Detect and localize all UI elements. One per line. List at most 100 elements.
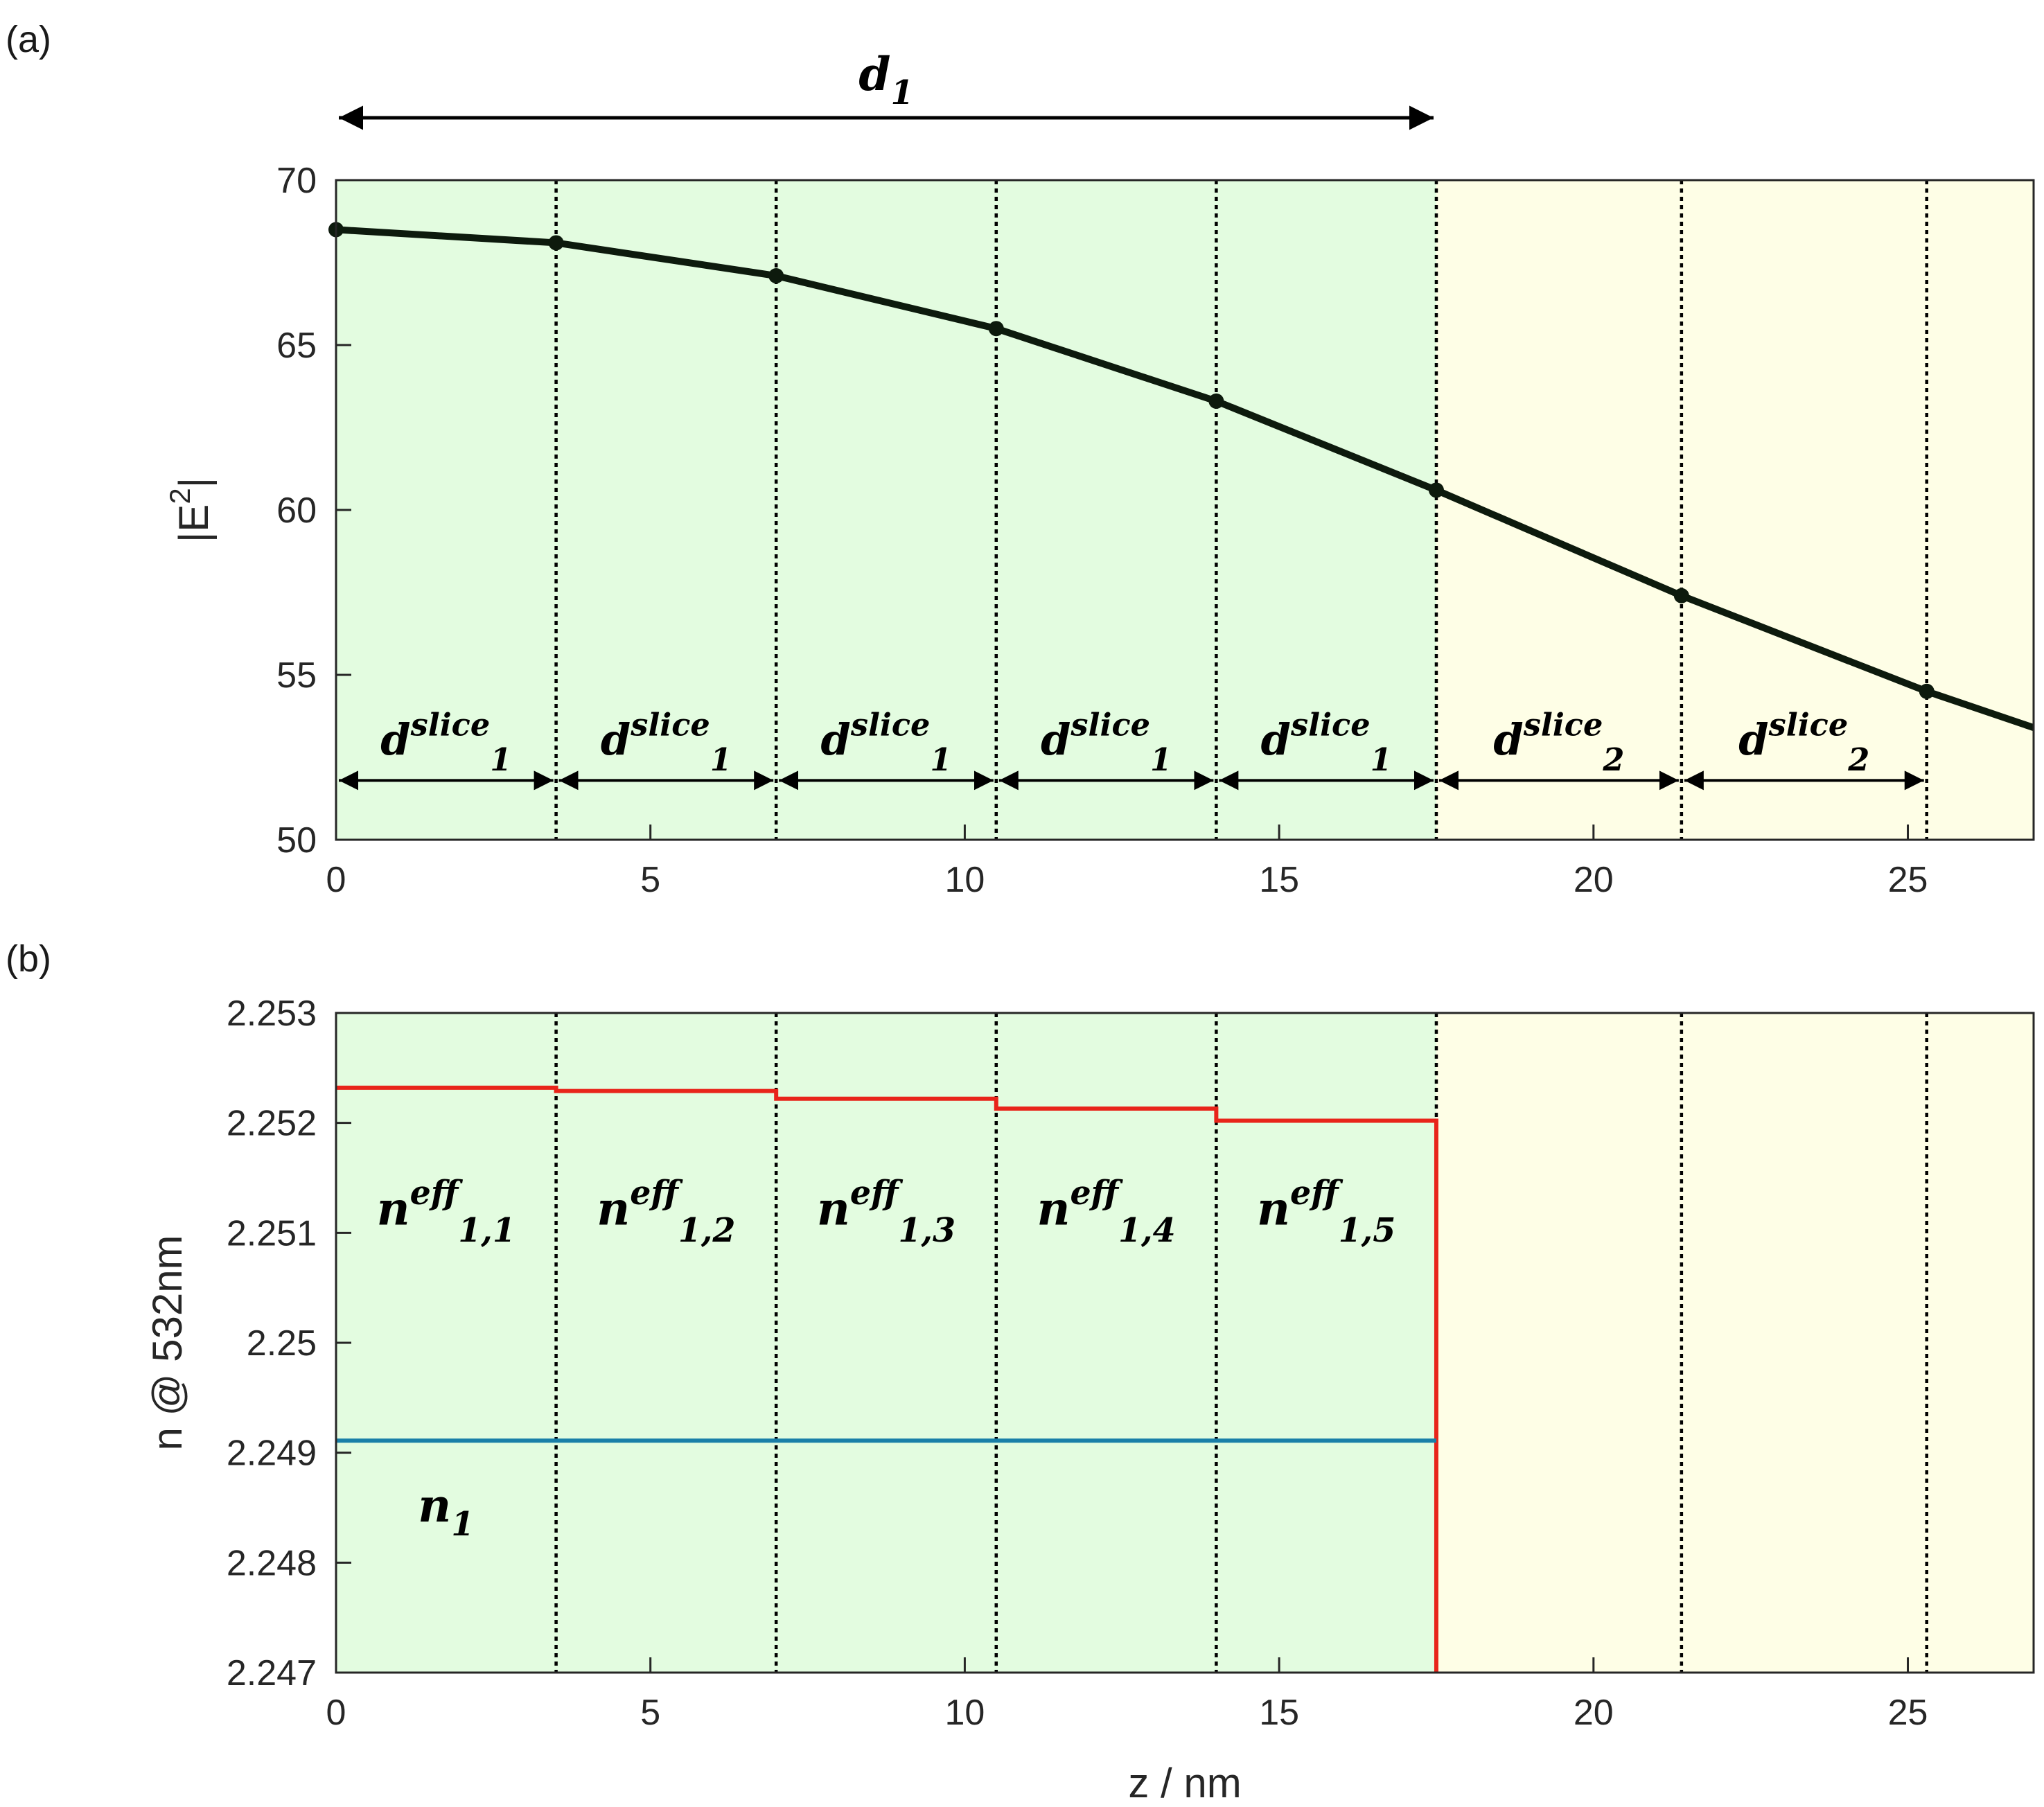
x-tick-label: 15 — [1259, 1693, 1299, 1733]
x-tick-label: 15 — [1259, 860, 1299, 900]
y-tick-label: 55 — [276, 655, 317, 696]
slice-label-4-sub: 1 — [1371, 741, 1392, 778]
slice-label-1-sup: slice — [630, 706, 710, 743]
neff-label-0-base: n — [377, 1182, 410, 1236]
neff-label-3-base: n — [1037, 1182, 1070, 1236]
slice-label-4-sup: slice — [1290, 706, 1371, 743]
y-axis-label: |E2| — [164, 477, 217, 543]
x-tick-label: 5 — [640, 860, 660, 900]
n1-label: n1 — [418, 1479, 474, 1544]
slice-label-5-sub: 2 — [1602, 741, 1624, 778]
x-tick-label: 20 — [1574, 1693, 1614, 1733]
slice-label-0-sub: 1 — [490, 741, 511, 778]
neff-label-3-sup: eff — [1070, 1174, 1123, 1213]
slice-label-4-base: d — [1261, 714, 1291, 765]
neff-label-2-base: n — [817, 1182, 850, 1236]
neff-label-4-sup: eff — [1290, 1174, 1343, 1213]
y-axis-label-base: |E — [170, 504, 217, 543]
slice-label-2: dslice1 — [820, 706, 951, 778]
y-tick-label: 2.249 — [227, 1434, 317, 1474]
slice-label-5-base: d — [1493, 714, 1523, 765]
slice-label-6-sub: 2 — [1847, 741, 1869, 778]
y-axis-label-sup: 2 — [164, 488, 196, 504]
y-tick-label: 2.251 — [227, 1213, 317, 1253]
y-tick-label: 2.25 — [247, 1323, 317, 1364]
y-tick-label: 2.248 — [227, 1543, 317, 1583]
n1-label-base: n — [418, 1479, 451, 1533]
neff-label-2-sup: eff — [850, 1174, 904, 1213]
neff-label-1: neff1,2 — [597, 1174, 735, 1250]
x-tick-label: 10 — [944, 860, 985, 900]
x-tick-label: 5 — [640, 1693, 660, 1733]
neff-label-2: neff1,3 — [817, 1174, 955, 1250]
neff-label-1-base: n — [597, 1182, 630, 1236]
slice-label-6-sup: slice — [1768, 706, 1849, 743]
region-0 — [336, 180, 1436, 840]
y-tick-label: 60 — [276, 491, 317, 531]
region-1 — [1436, 1013, 2034, 1673]
x-tick-label: 0 — [326, 860, 346, 900]
slice-label-3-sup: slice — [1070, 706, 1150, 743]
x-tick-label: 25 — [1888, 1693, 1928, 1733]
region-1 — [1436, 180, 2034, 840]
neff-label-0-sup: eff — [410, 1174, 464, 1213]
panel-b: (b)neff1,1 neff1,2 neff1,3 neff1,4 neff1,5n1… — [6, 938, 2035, 1806]
d1-label-sub: 1 — [891, 73, 914, 112]
neff-label-4-base: n — [1257, 1182, 1290, 1236]
n1-label-sub: 1 — [451, 1505, 474, 1544]
slice-label-0-base: d — [380, 714, 410, 765]
slice-label-6: dslice2 — [1738, 706, 1869, 778]
y-tick-label: 2.253 — [227, 994, 317, 1034]
y-tick-label: 65 — [276, 326, 317, 366]
data-point — [988, 321, 1004, 337]
slice-label-6-base: d — [1738, 714, 1768, 765]
neff-label-1-sup: eff — [630, 1174, 683, 1213]
y-tick-label: 50 — [276, 820, 317, 861]
data-point — [548, 235, 564, 251]
slice-label-5-sup: slice — [1523, 706, 1603, 743]
data-point — [1673, 588, 1689, 603]
x-axis-label: z / nm — [1128, 1760, 1241, 1806]
x-tick-label: 0 — [326, 1693, 346, 1733]
neff-label-3: neff1,4 — [1037, 1174, 1175, 1250]
data-point — [768, 268, 784, 284]
slice-label-5: dslice2 — [1493, 706, 1624, 778]
y-tick-label: 70 — [276, 161, 317, 201]
neff-label-2-sub: 1,3 — [898, 1211, 955, 1250]
neff-label-1-sub: 1,2 — [678, 1211, 736, 1250]
neff-label-4-sub: 1,5 — [1339, 1211, 1396, 1250]
slice-label-0: dslice1 — [380, 706, 511, 778]
data-point — [1428, 482, 1444, 498]
neff-label-3-sub: 1,4 — [1118, 1211, 1176, 1250]
series-line-0 — [336, 1085, 1438, 1673]
y-tick-label: 2.247 — [227, 1653, 317, 1693]
panel-label: (a) — [6, 19, 51, 60]
data-point — [1208, 393, 1224, 409]
slice-label-1-base: d — [601, 714, 631, 765]
panel-label: (b) — [6, 938, 51, 980]
slice-label-2-sub: 1 — [930, 741, 951, 778]
neff-label-4: neff1,5 — [1257, 1174, 1395, 1250]
d1-label-base: d — [858, 47, 890, 101]
y-axis-label: n @ 532nm — [144, 1235, 191, 1450]
x-tick-label: 25 — [1888, 860, 1928, 900]
y-axis-label-end: | — [170, 477, 217, 488]
d1-label: d1 — [858, 47, 913, 112]
data-point — [1919, 683, 1935, 699]
neff-label-0-sub: 1,1 — [458, 1211, 516, 1250]
neff-label-0: neff1,1 — [377, 1174, 516, 1250]
x-tick-label: 10 — [944, 1693, 985, 1733]
slice-label-1-sub: 1 — [710, 741, 732, 778]
slice-label-2-sup: slice — [850, 706, 931, 743]
region-0 — [336, 1013, 1436, 1673]
slice-label-3-sub: 1 — [1150, 741, 1172, 778]
slice-label-2-base: d — [820, 714, 850, 765]
slice-label-0-sup: slice — [410, 706, 491, 743]
slice-label-3-base: d — [1041, 714, 1071, 765]
slice-label-4: dslice1 — [1261, 706, 1392, 778]
slice-label-1: dslice1 — [601, 706, 732, 778]
slice-label-3: dslice1 — [1041, 706, 1172, 778]
x-tick-label: 20 — [1574, 860, 1614, 900]
